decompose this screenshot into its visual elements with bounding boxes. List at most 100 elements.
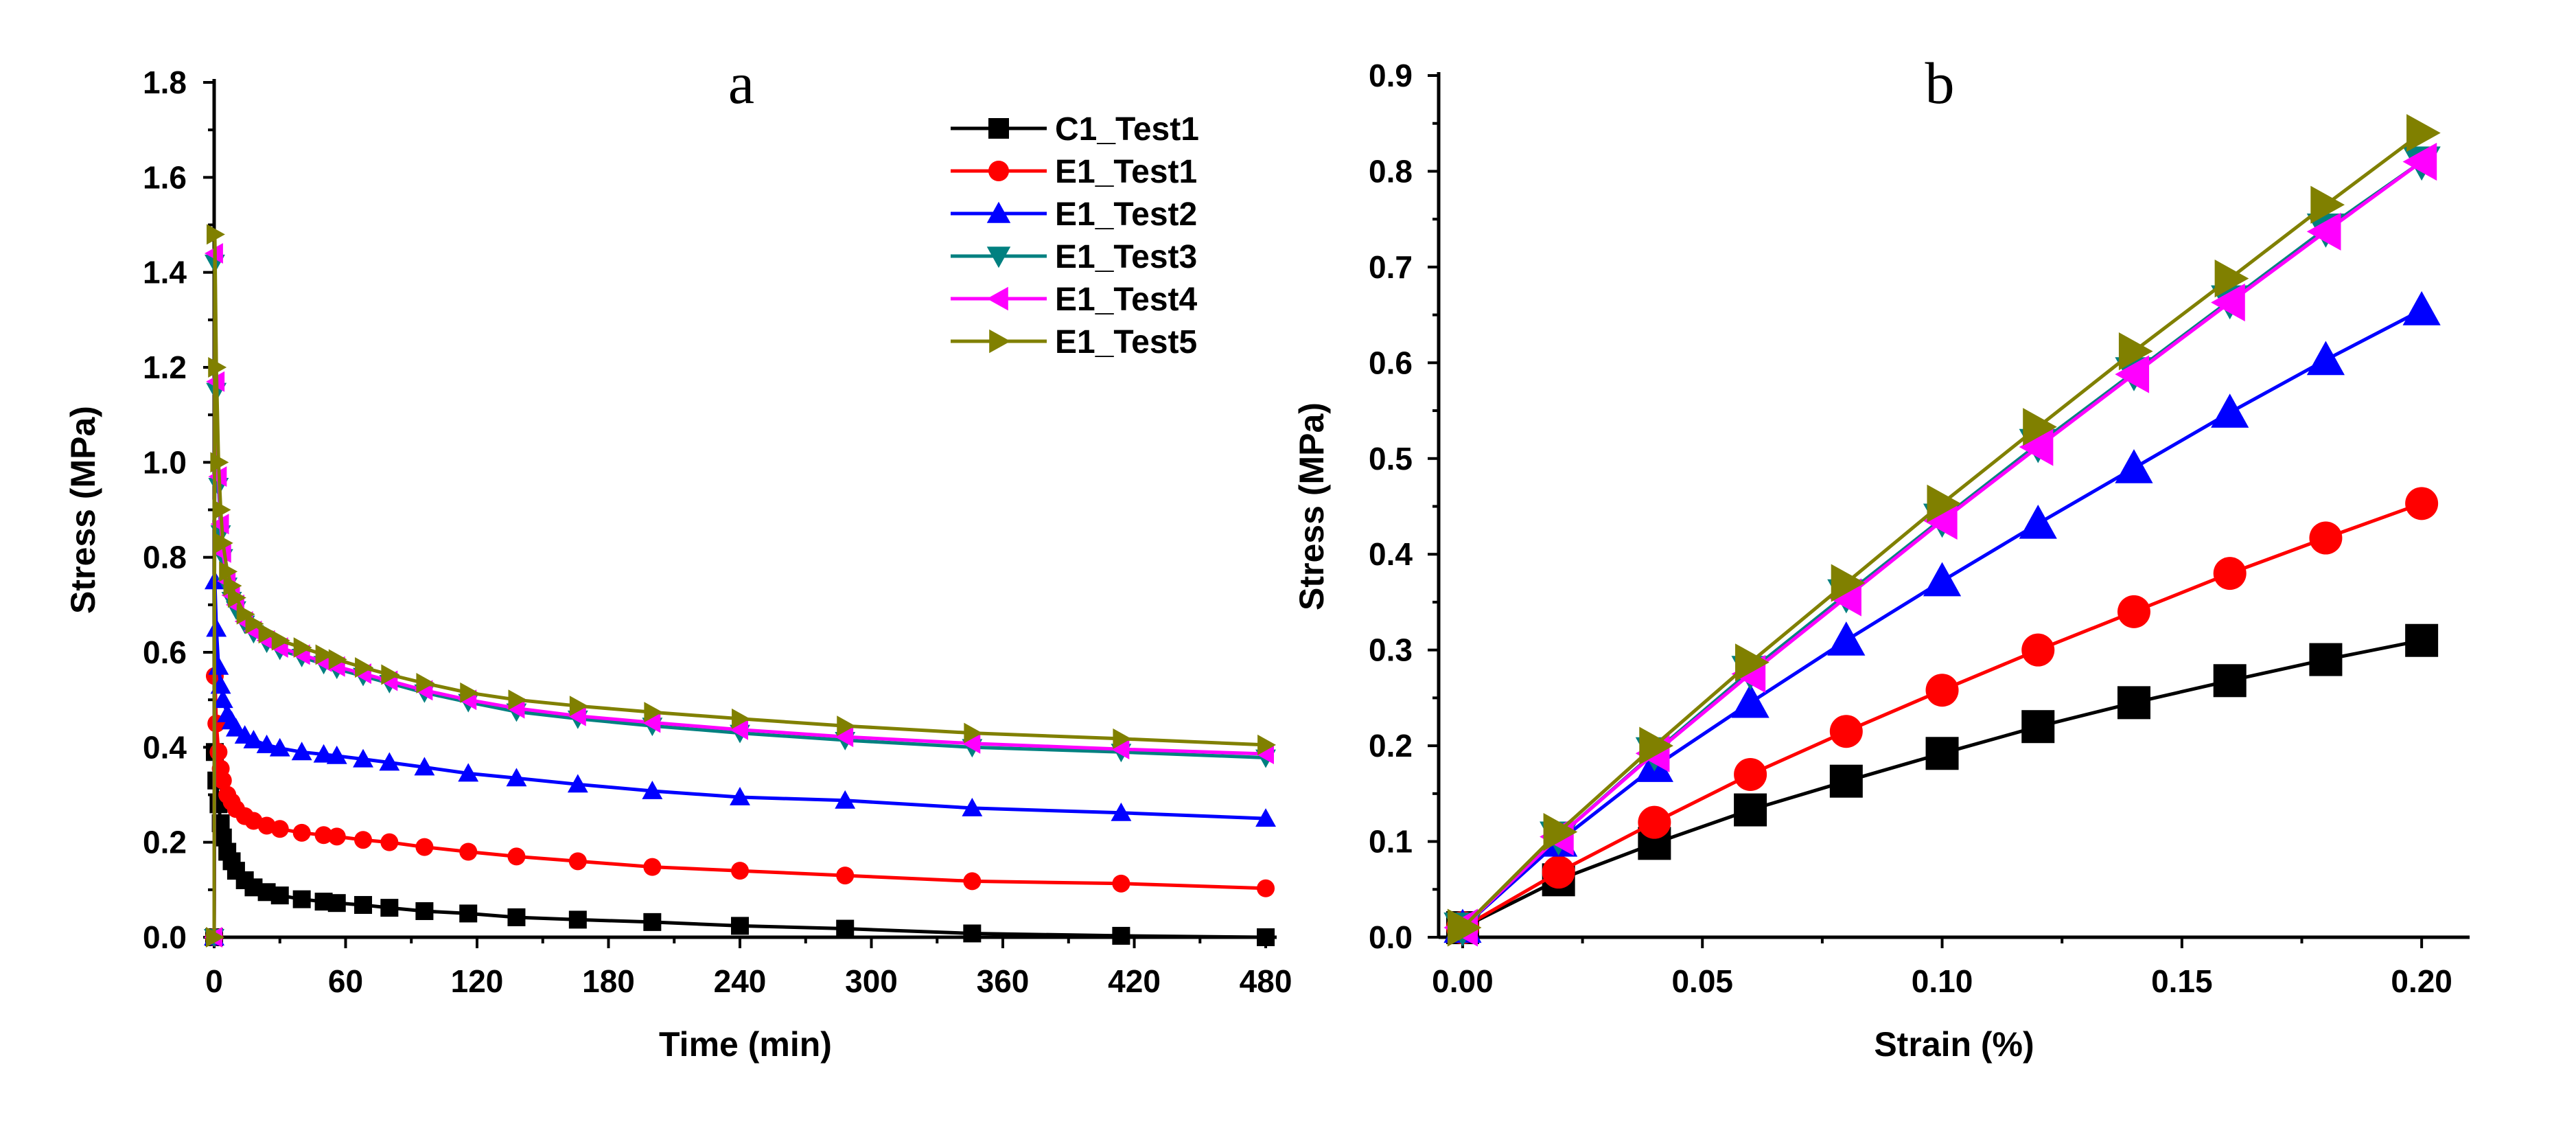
data-point [1112,926,1130,945]
data-point [291,742,312,761]
y-tick-label: 0.8 [1369,153,1413,189]
panel-letter: a [728,50,754,116]
y-tick-label: 1.4 [143,255,187,290]
data-point [1829,764,1863,798]
data-point [256,734,277,753]
data-point [568,910,587,929]
legend-entry: E1_Test4 [951,282,1198,318]
legend-label: E1_Test1 [1055,154,1197,190]
data-point [354,895,373,914]
data-point [314,826,333,845]
data-point [292,823,311,842]
data-point [2115,355,2150,393]
data-point [1735,643,1769,682]
y-tick-label: 1.8 [143,65,187,100]
data-point [1925,737,1959,770]
data-point [568,852,587,871]
data-point [1923,501,1958,540]
y-tick-label: 0.2 [143,825,187,860]
series-line [212,232,1266,938]
y-tick-label: 0.1 [1369,824,1413,860]
data-point [210,452,229,473]
y-tick-label: 0.0 [143,919,187,955]
data-point [2405,487,2439,520]
data-point [380,833,399,851]
data-point [293,637,312,658]
series-E1_Test5 [1447,114,2441,947]
data-point [292,890,311,908]
x-tick-label: 420 [1108,963,1161,999]
data-point [2309,643,2343,676]
data-point [2405,623,2439,657]
data-point [416,673,435,693]
series-E1_Test2 [1443,291,2441,943]
data-point [460,682,479,703]
data-point [354,831,373,849]
data-point [227,587,246,608]
data-point [1639,726,1673,765]
data-point [962,797,983,816]
data-point [415,902,434,920]
data-point [212,689,233,709]
legend-entry: E1_Test1 [951,154,1197,190]
data-point [1829,715,1863,748]
data-point [2021,633,2055,667]
data-point [1923,562,1962,597]
panel-letter: b [1925,50,1955,116]
x-tick-label: 120 [451,963,504,999]
data-point [2213,557,2247,590]
data-point [1257,734,1276,755]
data-point [2118,332,2153,371]
legend-marker [986,201,1011,223]
data-point [2023,408,2057,446]
data-point [1542,856,1575,889]
legend-marker [989,329,1011,354]
data-point [208,357,227,378]
x-tick-label: 0 [205,963,223,999]
data-point [2021,710,2055,744]
data-point [2019,428,2054,466]
data-point [506,768,527,787]
data-point [643,858,662,876]
data-point [837,715,856,737]
y-axis-title: Stress (MPa) [64,406,102,614]
data-point [835,726,854,748]
data-point [458,763,479,782]
legend-entry: E1_Test5 [951,324,1197,360]
data-point [732,708,750,729]
data-point [1111,802,1132,821]
y-tick-label: 0.7 [1369,249,1413,285]
data-point [2213,664,2247,698]
data-point [1831,564,1866,602]
data-point [206,927,224,948]
legend-label: C1_Test1 [1055,111,1199,148]
legend-entry: C1_Test1 [951,111,1199,148]
data-point [270,886,289,905]
data-point [731,917,750,935]
chart-panel-a: 0.0 0.2 0.4 0.6 0.8 1.0 1.2 1.4 1.6 1.8 0 60 120 180 2… [64,50,1292,1064]
data-point [206,224,225,245]
data-point [836,919,855,938]
series-line [1461,308,2423,929]
data-point [1111,739,1130,760]
data-point [2214,260,2249,298]
x-tick-label: 0.00 [1432,963,1494,999]
legend-marker [988,118,1009,139]
data-point [1827,621,1866,656]
series-E1_Test2 [204,571,1276,945]
data-point [1734,793,1767,827]
data-point [206,618,227,637]
y-tick-label: 1.6 [143,159,187,195]
data-point [353,748,373,768]
data-point [2211,393,2249,428]
series-C1_Test1 [205,743,1275,946]
data-point [208,656,229,675]
data-point [270,820,289,838]
data-point [213,771,232,790]
y-tick-label: 0.0 [1369,919,1413,955]
y-tick-label: 0.5 [1369,441,1413,477]
data-point [459,842,478,861]
legend: C1_Test1 E1_Test1 E1_Test2 E1_Test3 E1_Test4… [951,111,1199,360]
data-point [1925,674,1959,707]
